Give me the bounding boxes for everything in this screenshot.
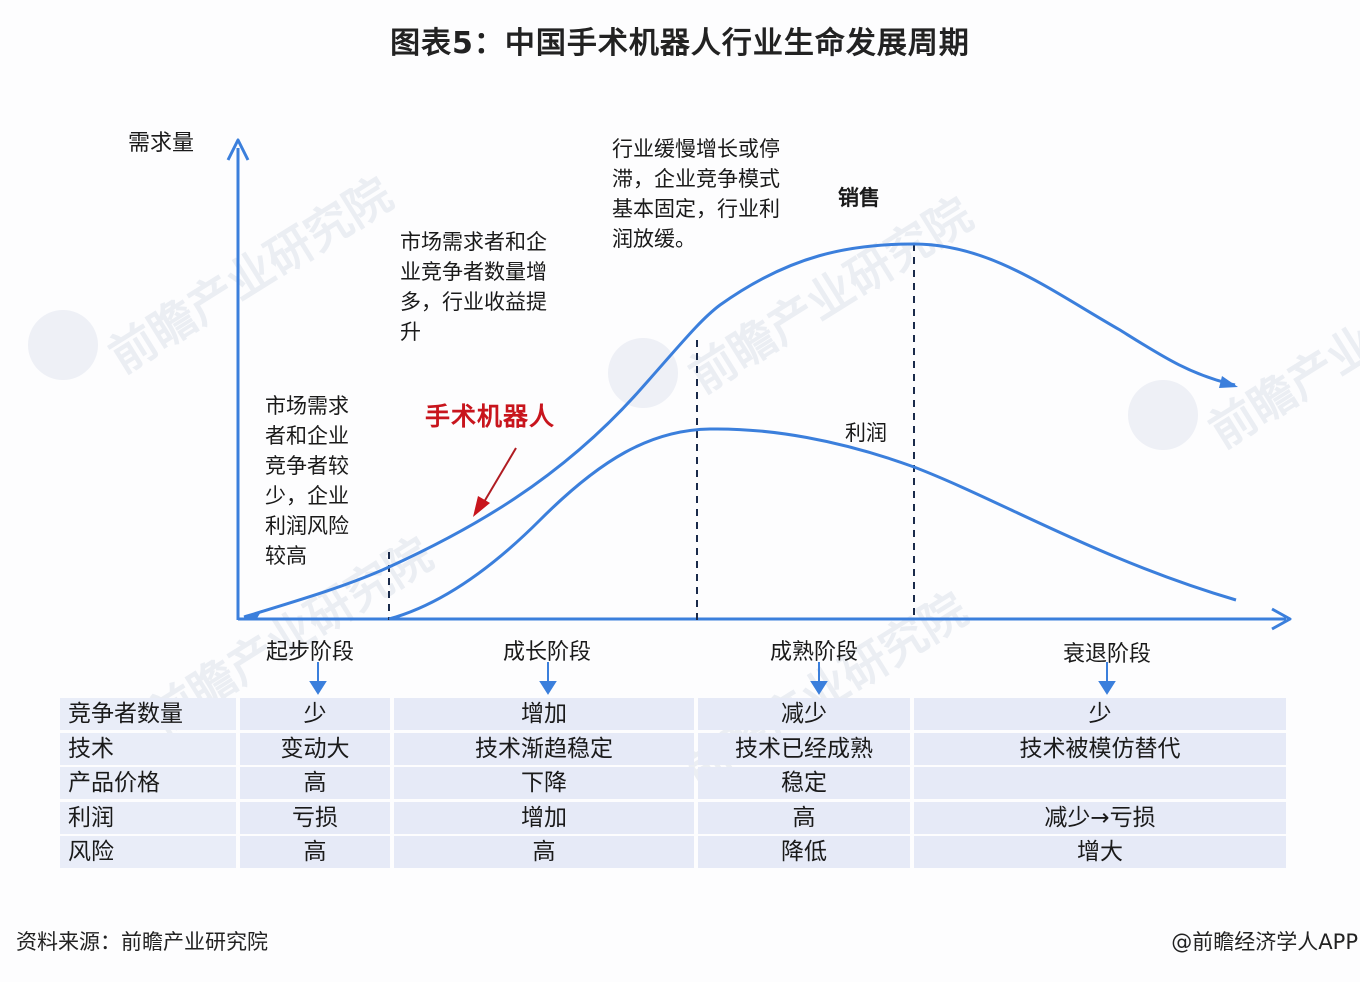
table-cell: 少 [914,698,1286,730]
stage-decline: 衰退阶段 [1063,642,1152,667]
table-cell: 高 [240,836,390,868]
surgical-robot-marker-label: 手术机器人 [425,402,556,431]
table-cell: 增大 [914,836,1286,868]
row-label: 产品价格 [60,767,236,799]
y-axis-label: 需求量 [128,131,195,156]
table-cell: 高 [698,801,910,834]
table-cell: 技术已经成熟 [698,732,910,765]
table-row: 竞争者数量 少 增加 减少 少 [60,698,1292,730]
marker-arrow-icon [473,447,517,517]
lifecycle-chart [226,138,1292,695]
table-cell: 减少→亏损 [914,801,1286,834]
watermark-logo-icon [1128,380,1198,450]
row-label: 技术 [60,732,236,765]
profit-curve [388,427,1237,621]
table-cell [914,767,1286,799]
watermark-logo-icon [608,338,678,408]
row-label: 竞争者数量 [60,698,236,730]
table-cell: 高 [240,767,390,799]
table-cell: 增加 [394,801,694,834]
table-cell: 降低 [698,836,910,868]
row-label: 利润 [60,801,236,834]
table-cell: 高 [394,836,694,868]
sales-curve [243,242,1236,619]
watermark-logo-icon [28,310,98,380]
y-axis [226,138,250,620]
table-cell: 技术被模仿替代 [914,732,1286,765]
table-cell: 技术渐趋稳定 [394,732,694,765]
stage-down-arrows [309,662,1116,695]
chart-title: 图表5：中国手术机器人行业生命发展周期 [390,26,970,61]
table-cell: 亏损 [240,801,390,834]
sales-label: 销售 [838,186,880,210]
stage-growth: 成长阶段 [503,640,592,665]
x-axis [238,607,1292,631]
annotation-startup: 市场需求 者和企业 竞争者较 少，企业 利润风险 较高 [265,394,349,568]
source-note: 资料来源：前瞻产业研究院 [16,930,268,954]
table-cell: 减少 [698,698,910,730]
stage-startup: 起步阶段 [266,640,355,665]
table-cell: 变动大 [240,732,390,765]
table-row: 技术 变动大 技术渐趋稳定 技术已经成熟 技术被模仿替代 [60,732,1292,765]
table-cell: 增加 [394,698,694,730]
table-row: 风险 高 高 降低 增大 [60,836,1292,868]
profit-label: 利润 [845,421,887,445]
annotation-mature: 行业缓慢增长或停 滞，企业竞争模式 基本固定，行业利 润放缓。 [612,137,780,251]
annotation-growth: 市场需求者和企 业竞争者数量增 多，行业收益提 升 [400,230,547,344]
table-cell: 稳定 [698,767,910,799]
table-row: 利润 亏损 增加 高 减少→亏损 [60,801,1292,834]
table-cell: 少 [240,698,390,730]
stage-mature: 成熟阶段 [770,640,859,665]
row-label: 风险 [60,836,236,868]
credit-note: @前瞻经济学人APP [1171,930,1358,954]
stage-dividers [388,244,915,620]
stage-characteristics-table: 竞争者数量 少 增加 减少 少 技术 变动大 技术渐趋稳定 技术已经成熟 技术被… [60,698,1292,871]
table-row: 产品价格 高 下降 稳定 [60,767,1292,799]
table-cell: 下降 [394,767,694,799]
